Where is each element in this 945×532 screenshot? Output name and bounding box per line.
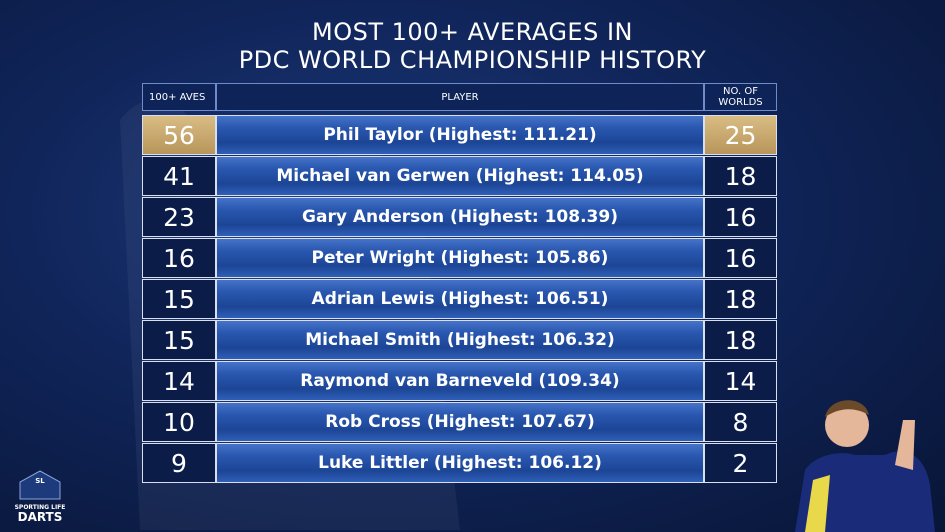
- title-line: PDC WORLD CHAMPIONSHIP HISTORY: [238, 46, 707, 74]
- player-cell: Rob Cross (Highest: 107.67): [216, 402, 704, 442]
- worlds-cell: 25: [704, 115, 777, 155]
- player-photo: [795, 400, 935, 532]
- worlds-cell: 16: [704, 197, 777, 237]
- worlds-cell: 18: [704, 156, 777, 196]
- column-header: 100+ AVES: [142, 83, 216, 111]
- worlds-cell: 18: [704, 320, 777, 360]
- worlds-cell: 14: [704, 361, 777, 401]
- worlds-cell: 8: [704, 402, 777, 442]
- column-header: PLAYER: [216, 83, 704, 111]
- title-line: MOST 100+ AVERAGES IN: [312, 18, 633, 46]
- averages-cell: 15: [142, 279, 216, 319]
- averages-cell: 56: [142, 115, 216, 155]
- logo-line: SPORTING LIFE: [14, 504, 66, 511]
- averages-cell: 23: [142, 197, 216, 237]
- column-header: NO. OF WORLDS: [704, 83, 777, 111]
- averages-cell: 10: [142, 402, 216, 442]
- logo: SL SPORTING LIFE DARTS: [8, 470, 72, 524]
- averages-cell: 16: [142, 238, 216, 278]
- player-cell: Peter Wright (Highest: 105.86): [216, 238, 704, 278]
- logo-badge: SL: [19, 470, 61, 500]
- player-cell: Raymond van Barneveld (109.34): [216, 361, 704, 401]
- averages-cell: 41: [142, 156, 216, 196]
- player-cell: Michael Smith (Highest: 106.32): [216, 320, 704, 360]
- player-cell: Gary Anderson (Highest: 108.39): [216, 197, 704, 237]
- averages-cell: 15: [142, 320, 216, 360]
- worlds-cell: 16: [704, 238, 777, 278]
- player-cell: Phil Taylor (Highest: 111.21): [216, 115, 704, 155]
- logo-line: DARTS: [17, 510, 63, 524]
- player-cell: Adrian Lewis (Highest: 106.51): [216, 279, 704, 319]
- player-cell: Michael van Gerwen (Highest: 114.05): [216, 156, 704, 196]
- player-cell: Luke Littler (Highest: 106.12): [216, 443, 704, 483]
- averages-cell: 14: [142, 361, 216, 401]
- worlds-cell: 2: [704, 443, 777, 483]
- worlds-cell: 18: [704, 279, 777, 319]
- logo-badge-text: SL: [35, 477, 45, 485]
- averages-cell: 9: [142, 443, 216, 483]
